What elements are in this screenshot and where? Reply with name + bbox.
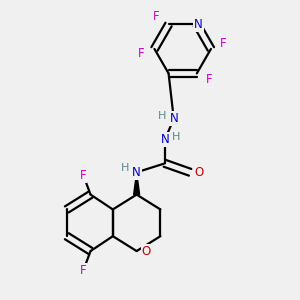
Text: F: F — [153, 10, 159, 23]
Text: N: N — [194, 18, 203, 31]
Text: N: N — [169, 112, 178, 125]
Text: O: O — [194, 166, 204, 179]
Text: N: N — [160, 133, 169, 146]
Text: H: H — [172, 132, 180, 142]
Text: O: O — [142, 244, 151, 258]
Text: F: F — [206, 74, 213, 86]
Text: N: N — [132, 166, 141, 179]
Text: F: F — [80, 264, 86, 277]
Text: F: F — [80, 169, 86, 182]
Text: H: H — [121, 163, 130, 173]
Text: F: F — [220, 37, 227, 50]
Text: H: H — [158, 111, 167, 121]
Polygon shape — [134, 172, 140, 195]
Text: F: F — [138, 47, 144, 60]
